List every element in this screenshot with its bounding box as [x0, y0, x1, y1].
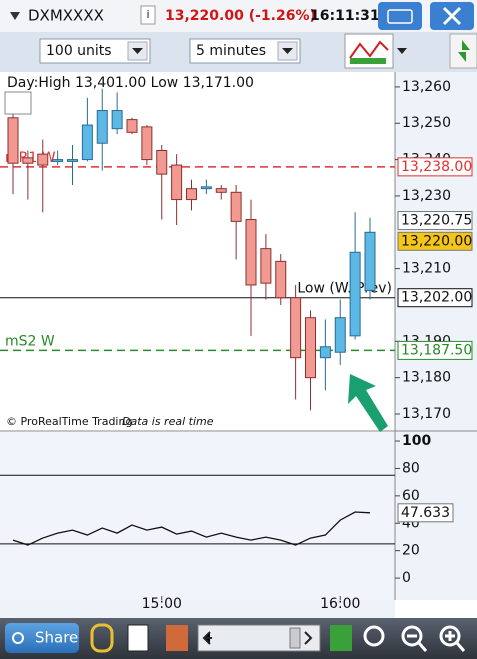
candle-body [319, 346, 331, 359]
keyboard-icon [387, 9, 413, 24]
zoom-out-button[interactable] [401, 625, 423, 647]
candle-body [141, 126, 153, 161]
data-note: Data is real time [122, 415, 214, 428]
price-label-box [397, 211, 473, 231]
candle-body [334, 317, 346, 353]
interval-value: 5 minutes [196, 43, 266, 59]
zoom-in-button[interactable] [439, 625, 461, 647]
dropdown-arrow [132, 48, 143, 54]
symbol[interactable]: DXMXXXX [28, 7, 104, 25]
price-label: 13,220.00 [401, 233, 472, 249]
level-name: Low (W. Prev) [297, 281, 392, 297]
drawing-tool-button[interactable] [330, 625, 352, 651]
clock: 16:11:31 [310, 8, 380, 24]
candle-body [52, 159, 64, 162]
zoom-in-icon [445, 631, 466, 652]
refresh-icon [458, 40, 470, 62]
candle-body [111, 110, 123, 130]
candle-body [230, 191, 242, 222]
x-tick-label: 15:00 [142, 596, 182, 612]
zoom-out-icon [407, 634, 428, 652]
indicators-icon [350, 58, 386, 64]
candle-body [260, 248, 272, 284]
level-value-label: 13,187.50 [401, 342, 472, 358]
indicator-line [12, 511, 371, 546]
candle-body [186, 188, 197, 201]
candle-body [81, 124, 93, 161]
candle-body [37, 153, 49, 166]
keyboard-button[interactable] [378, 2, 422, 30]
candle-body [171, 164, 183, 201]
share-button[interactable] [5, 623, 79, 653]
list-button[interactable] [127, 624, 149, 652]
y-tick-label: 13,250 [402, 115, 451, 131]
y-tick-label: 13,260 [402, 79, 451, 95]
y-tick-label: 60 [402, 488, 420, 504]
level-value-label: 13,238.00 [401, 159, 472, 175]
scroll-left [202, 631, 212, 645]
share-label: Share [35, 629, 78, 647]
share-icon [12, 632, 24, 644]
candle-body [349, 251, 361, 337]
level-value-box [397, 340, 473, 360]
candle-body [364, 231, 376, 291]
link-button[interactable] [90, 623, 114, 653]
candle-body [22, 157, 34, 164]
quantity-value: 100 units [46, 43, 112, 59]
level-name: mS2 W [5, 333, 55, 349]
y-tick-label: 80 [402, 460, 420, 476]
copyright: © ProRealTime Trading [6, 415, 132, 428]
price-label-box [397, 231, 473, 251]
last-value-box [397, 503, 454, 523]
candle-body [156, 150, 168, 175]
level-value-box [397, 288, 473, 308]
indicators-menu-arrow[interactable] [397, 48, 407, 54]
arrow-annotation [348, 374, 388, 432]
indicator-panel [0, 432, 395, 600]
y-tick-label: 13,180 [402, 370, 451, 386]
level-value-box [397, 157, 473, 177]
symbol-menu-icon[interactable] [10, 12, 20, 20]
y-tick-label: 13,170 [402, 406, 451, 422]
auto-scale-button[interactable] [4, 91, 32, 115]
info-icon[interactable] [140, 5, 156, 25]
candle-body [96, 110, 108, 144]
candle-body [7, 117, 19, 164]
candle-body [290, 297, 302, 359]
candle-body [200, 186, 212, 190]
price-panel [0, 72, 395, 430]
y-tick-label: 20 [402, 543, 420, 559]
price-label: 13,220.75 [401, 213, 472, 229]
refresh-button[interactable] [449, 33, 477, 69]
candle-body [275, 260, 287, 299]
y-tick-label: 13,210 [402, 261, 451, 277]
x-tick-label: 16:00 [320, 596, 360, 612]
plot: 13,26013,25013,24013,23013,21013,19013,1… [0, 79, 473, 612]
dropdown-arrow [282, 48, 293, 54]
y-tick-label: 100 [402, 433, 431, 449]
scroll-right [304, 631, 313, 645]
y-tick-label: 0 [402, 570, 411, 586]
indicators-icon [349, 40, 389, 59]
level-value-label: 13,202.00 [401, 290, 472, 306]
zoom-fit-button[interactable] [363, 625, 385, 647]
scrollbar[interactable] [197, 624, 321, 652]
candle-body [67, 159, 78, 162]
close-icon [442, 6, 462, 26]
candle-body [245, 219, 257, 286]
candle-body [126, 119, 138, 133]
candle-body [305, 317, 316, 379]
time-axis [0, 600, 395, 618]
y-tick-label: 13,230 [402, 188, 451, 204]
info-icon-text: i [146, 8, 149, 21]
last-price: 13,220.00 (-1.26%) [165, 8, 316, 24]
day-range: Day:High 13,401.00 Low 13,171.00 [7, 75, 254, 91]
scroll-thumb[interactable] [289, 627, 301, 649]
last-value-label: 47.633 [401, 505, 450, 521]
layout-button[interactable] [166, 625, 188, 651]
candle-body [215, 188, 227, 193]
